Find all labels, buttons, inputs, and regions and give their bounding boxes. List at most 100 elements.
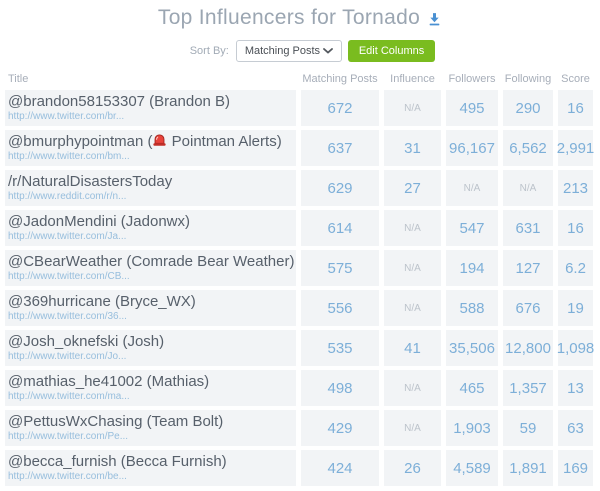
cell-matching-posts: 672 <box>301 90 379 126</box>
influencer-url[interactable]: http://www.twitter.com/CB... <box>8 271 130 282</box>
influencer-url[interactable]: http://www.twitter.com/Pe... <box>8 431 129 442</box>
cell-influence: 41 <box>384 330 441 366</box>
cell-followers: 96,167 <box>446 130 498 166</box>
influencer-name: @CBearWeather (Comrade Bear Weather) <box>8 253 295 270</box>
cell-followers: 194 <box>446 250 498 286</box>
influencer-url[interactable]: http://www.twitter.com/ma... <box>8 391 130 402</box>
cell-matching-posts: 498 <box>301 370 379 406</box>
influencer-title-cell[interactable]: @CBearWeather (Comrade Bear Weather) http… <box>5 250 296 286</box>
cell-matching-posts: 535 <box>301 330 379 366</box>
column-header-followers: Followers <box>448 73 496 85</box>
cell-matching-posts: 424 <box>301 450 379 486</box>
cell-score: 169 <box>558 450 593 486</box>
cell-followers: 588 <box>446 290 498 326</box>
cell-matching-posts: 556 <box>301 290 379 326</box>
column-header-following: Following <box>504 73 552 85</box>
influencer-title-cell[interactable]: @PettusWxChasing (Team Bolt) http://www.t… <box>5 410 296 446</box>
cell-following: 12,800 <box>503 330 553 366</box>
cell-followers: 35,506 <box>446 330 498 366</box>
table-row: @CBearWeather (Comrade Bear Weather) http… <box>5 250 593 286</box>
influencer-name: @mathias_he41002 (Mathias) <box>8 373 210 390</box>
cell-score: 213 <box>558 170 593 206</box>
cell-followers: 1,903 <box>446 410 498 446</box>
influencer-url[interactable]: http://www.twitter.com/be... <box>8 471 127 482</box>
cell-matching-posts: 575 <box>301 250 379 286</box>
sort-select-value: Matching Posts <box>244 45 321 57</box>
influencer-url[interactable]: http://www.twitter.com/36... <box>8 311 127 322</box>
table-row: @bmurphypointman ( Pointman Alerts) http:… <box>5 130 594 166</box>
cell-score: 6.2 <box>558 250 593 286</box>
influencer-name: @bmurphypointman ( Pointman Alerts) <box>8 133 282 150</box>
table-header-row: Title Matching Posts Influence Followers… <box>5 73 593 87</box>
controls-bar: Sort By: Matching Posts Edit Columns <box>25 40 600 62</box>
column-header-score: Score <box>561 73 590 85</box>
cell-influence: N/A <box>384 410 441 446</box>
cell-score: 13 <box>558 370 593 406</box>
cell-following: 127 <box>503 250 553 286</box>
cell-influence: 26 <box>384 450 441 486</box>
influencers-table: Title Matching Posts Influence Followers… <box>0 73 600 486</box>
download-icon[interactable] <box>427 12 442 27</box>
cell-matching-posts: 429 <box>301 410 379 446</box>
cell-followers: 547 <box>446 210 498 246</box>
cell-influence: N/A <box>384 290 441 326</box>
column-header-title: Title <box>8 73 29 85</box>
cell-matching-posts: 614 <box>301 210 379 246</box>
edit-columns-button[interactable]: Edit Columns <box>347 40 436 62</box>
cell-score: 2,991 <box>557 130 594 166</box>
table-row: @brandon58153307 (Brandon B) http://www.t… <box>5 90 593 126</box>
cell-score: 16 <box>558 210 593 246</box>
cell-followers: 4,589 <box>446 450 498 486</box>
sort-by-label: Sort By: <box>189 45 229 57</box>
cell-following: 1,357 <box>503 370 553 406</box>
cell-following: 290 <box>503 90 553 126</box>
influencer-name: @369hurricane (Bryce_WX) <box>8 293 196 310</box>
page-title-text: Top Influencers for Tornado <box>157 6 421 29</box>
cell-score: 1,098 <box>557 330 594 366</box>
influencer-title-cell[interactable]: @mathias_he41002 (Mathias) http://www.twi… <box>5 370 296 406</box>
influencer-title-cell[interactable]: @Josh_oknefski (Josh) http://www.twitter.… <box>5 330 296 366</box>
influencer-url[interactable]: http://www.twitter.com/Jo... <box>8 351 127 362</box>
cell-influence: N/A <box>384 210 441 246</box>
cell-following: 676 <box>503 290 553 326</box>
influencer-url[interactable]: http://www.twitter.com/Ja... <box>8 231 127 242</box>
influencer-title-cell[interactable]: @becca_furnish (Becca Furnish) http://www… <box>5 450 296 486</box>
cell-score: 19 <box>558 290 593 326</box>
column-header-influence: Influence <box>390 73 435 85</box>
cell-followers: N/A <box>446 170 498 206</box>
cell-following: 631 <box>503 210 553 246</box>
table-row: /r/NaturalDisastersToday http://www.reddi… <box>5 170 593 206</box>
influencer-name: /r/NaturalDisastersToday <box>8 173 173 190</box>
cell-following: 1,891 <box>503 450 553 486</box>
table-row: @369hurricane (Bryce_WX) http://www.twitt… <box>5 290 593 326</box>
column-header-matching-posts: Matching Posts <box>302 73 378 85</box>
cell-influence: 27 <box>384 170 441 206</box>
cell-following: 59 <box>503 410 553 446</box>
influencer-url[interactable]: http://www.twitter.com/bm... <box>8 151 130 162</box>
cell-influence: N/A <box>384 250 441 286</box>
cell-matching-posts: 637 <box>301 130 379 166</box>
influencer-title-cell[interactable]: @369hurricane (Bryce_WX) http://www.twitt… <box>5 290 296 326</box>
siren-icon <box>153 134 167 146</box>
table-row: @Josh_oknefski (Josh) http://www.twitter.… <box>5 330 594 366</box>
influencer-url[interactable]: http://www.reddit.com/r/n... <box>8 191 127 202</box>
influencer-name: @PettusWxChasing (Team Bolt) <box>8 413 224 430</box>
influencer-name: @JadonMendini (Jadonwx) <box>8 213 190 230</box>
chevron-down-icon <box>322 48 333 54</box>
influencer-name: @brandon58153307 (Brandon B) <box>8 93 231 110</box>
cell-matching-posts: 629 <box>301 170 379 206</box>
table-row: @JadonMendini (Jadonwx) http://www.twitte… <box>5 210 593 246</box>
cell-followers: 495 <box>446 90 498 126</box>
influencer-title-cell[interactable]: @JadonMendini (Jadonwx) http://www.twitte… <box>5 210 296 246</box>
cell-score: 63 <box>558 410 593 446</box>
cell-influence: 31 <box>384 130 441 166</box>
influencer-name: @becca_furnish (Becca Furnish) <box>8 453 227 470</box>
sort-select[interactable]: Matching Posts <box>235 40 342 62</box>
influencer-url[interactable]: http://www.twitter.com/br... <box>8 111 125 122</box>
influencer-title-cell[interactable]: /r/NaturalDisastersToday http://www.reddi… <box>5 170 296 206</box>
influencer-title-cell[interactable]: @bmurphypointman ( Pointman Alerts) http:… <box>5 130 296 166</box>
page-title: Top Influencers for Tornado <box>0 6 600 30</box>
cell-followers: 465 <box>446 370 498 406</box>
influencer-title-cell[interactable]: @brandon58153307 (Brandon B) http://www.t… <box>5 90 296 126</box>
